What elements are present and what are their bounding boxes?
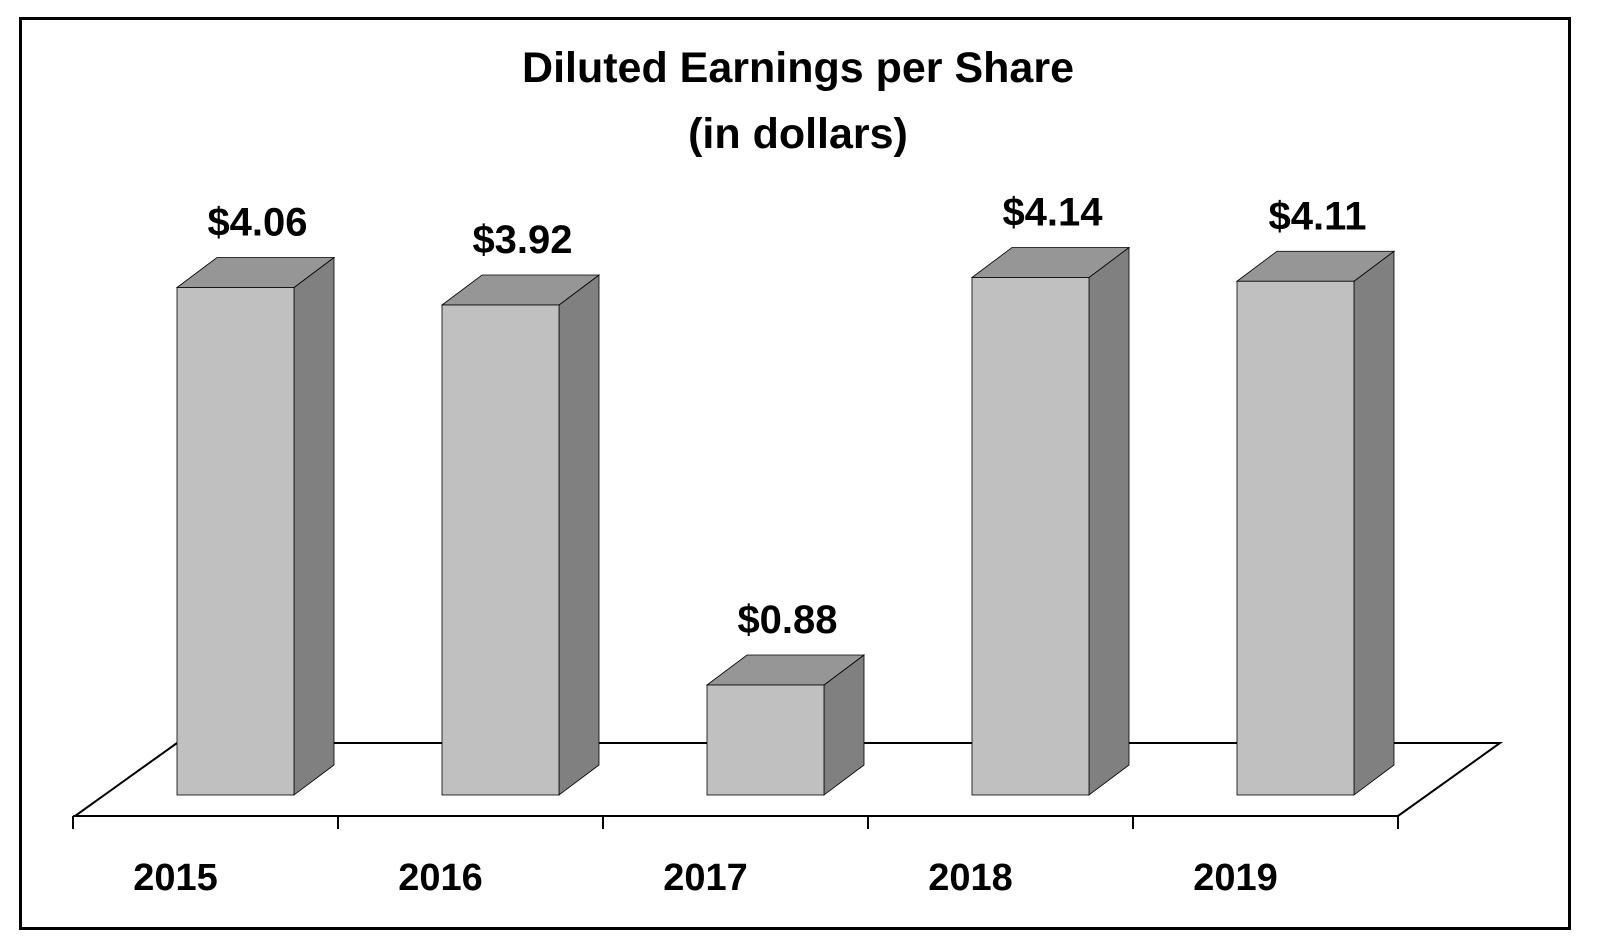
bar-side	[293, 256, 335, 796]
x-tick-label: 2018	[928, 857, 1013, 899]
bar-2016	[440, 274, 601, 796]
x-tick-label: 2016	[398, 857, 483, 899]
bar-front	[441, 304, 560, 796]
bar-front	[706, 684, 825, 796]
chart-subtitle: (in dollars)	[688, 110, 908, 158]
data-label: $4.06	[207, 201, 307, 245]
bars-group	[175, 246, 1396, 796]
bar-2017	[705, 654, 866, 796]
bar-side	[1088, 246, 1130, 796]
bar-side	[1353, 250, 1395, 796]
bar-front	[971, 277, 1090, 796]
data-label: $4.11	[1269, 194, 1367, 238]
data-label: $0.88	[737, 598, 837, 642]
bar-front	[1236, 280, 1355, 796]
bar-2019	[1235, 250, 1396, 796]
x-tick-label: 2017	[663, 857, 748, 899]
chart-title: Diluted Earnings per Share	[522, 44, 1074, 92]
x-tick-label: 2015	[133, 857, 218, 899]
category-labels-group: 2015 2016 2017 2018 2019	[133, 857, 1278, 899]
bar-2015	[175, 256, 336, 796]
bar-2018	[970, 246, 1131, 796]
x-axis-ticks	[72, 816, 1399, 829]
bar-front	[176, 287, 295, 796]
x-tick-label: 2019	[1193, 857, 1278, 899]
data-label: $4.14	[1002, 191, 1103, 235]
data-label: $3.92	[472, 218, 572, 262]
bar-side	[558, 274, 600, 796]
data-labels-group: $4.06 $3.92 $0.88 $4.14 $4.11	[207, 191, 1366, 643]
